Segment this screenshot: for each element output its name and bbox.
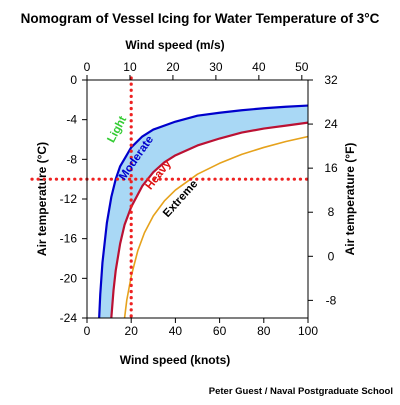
x-tick-label: 0 [84,324,91,338]
y2-tick-label: 32 [324,73,338,87]
chart-title: Nomogram of Vessel Icing for Water Tempe… [21,11,380,26]
x2-tick-label: 0 [84,60,91,74]
y-axis-label: Air temperature (°C) [35,142,49,256]
y2-tick-label: 8 [328,205,335,219]
x-axis-label: Wind speed (knots) [120,353,231,367]
zone-label-light: Light [105,114,129,145]
y-tick-label: -12 [60,192,78,206]
y2-tick-label: 16 [324,161,338,175]
y2-tick-label: 24 [324,117,338,131]
x2-tick-label: 50 [295,60,309,74]
x-tick-label: 60 [213,324,227,338]
x2-tick-label: 30 [209,60,223,74]
series-line-moderate [110,121,308,318]
x-tick-label: 20 [125,324,139,338]
x-tick-label: 100 [298,324,318,338]
y-tick-label: -24 [60,311,78,325]
y-tick-label: -20 [60,271,78,285]
shaded-band [99,105,308,318]
y-tick-label: -8 [66,152,77,166]
y-tick-label: -16 [60,232,78,246]
x-tick-label: 40 [169,324,183,338]
x2-tick-label: 40 [252,60,266,74]
x2-axis-label: Wind speed (m/s) [125,38,224,52]
y-tick-label: 0 [70,73,77,87]
y2-tick-label: -8 [326,293,337,307]
series-line-light [98,104,308,318]
credit-annotation: Peter Guest / Naval Postgraduate School [209,386,393,397]
x-tick-label: 80 [257,324,271,338]
x2-tick-label: 20 [166,60,180,74]
y2-axis-label: Air temperature (°F) [343,143,357,256]
x2-tick-label: 10 [123,60,137,74]
y-tick-label: -4 [66,113,77,127]
y2-tick-label: 0 [328,249,335,263]
